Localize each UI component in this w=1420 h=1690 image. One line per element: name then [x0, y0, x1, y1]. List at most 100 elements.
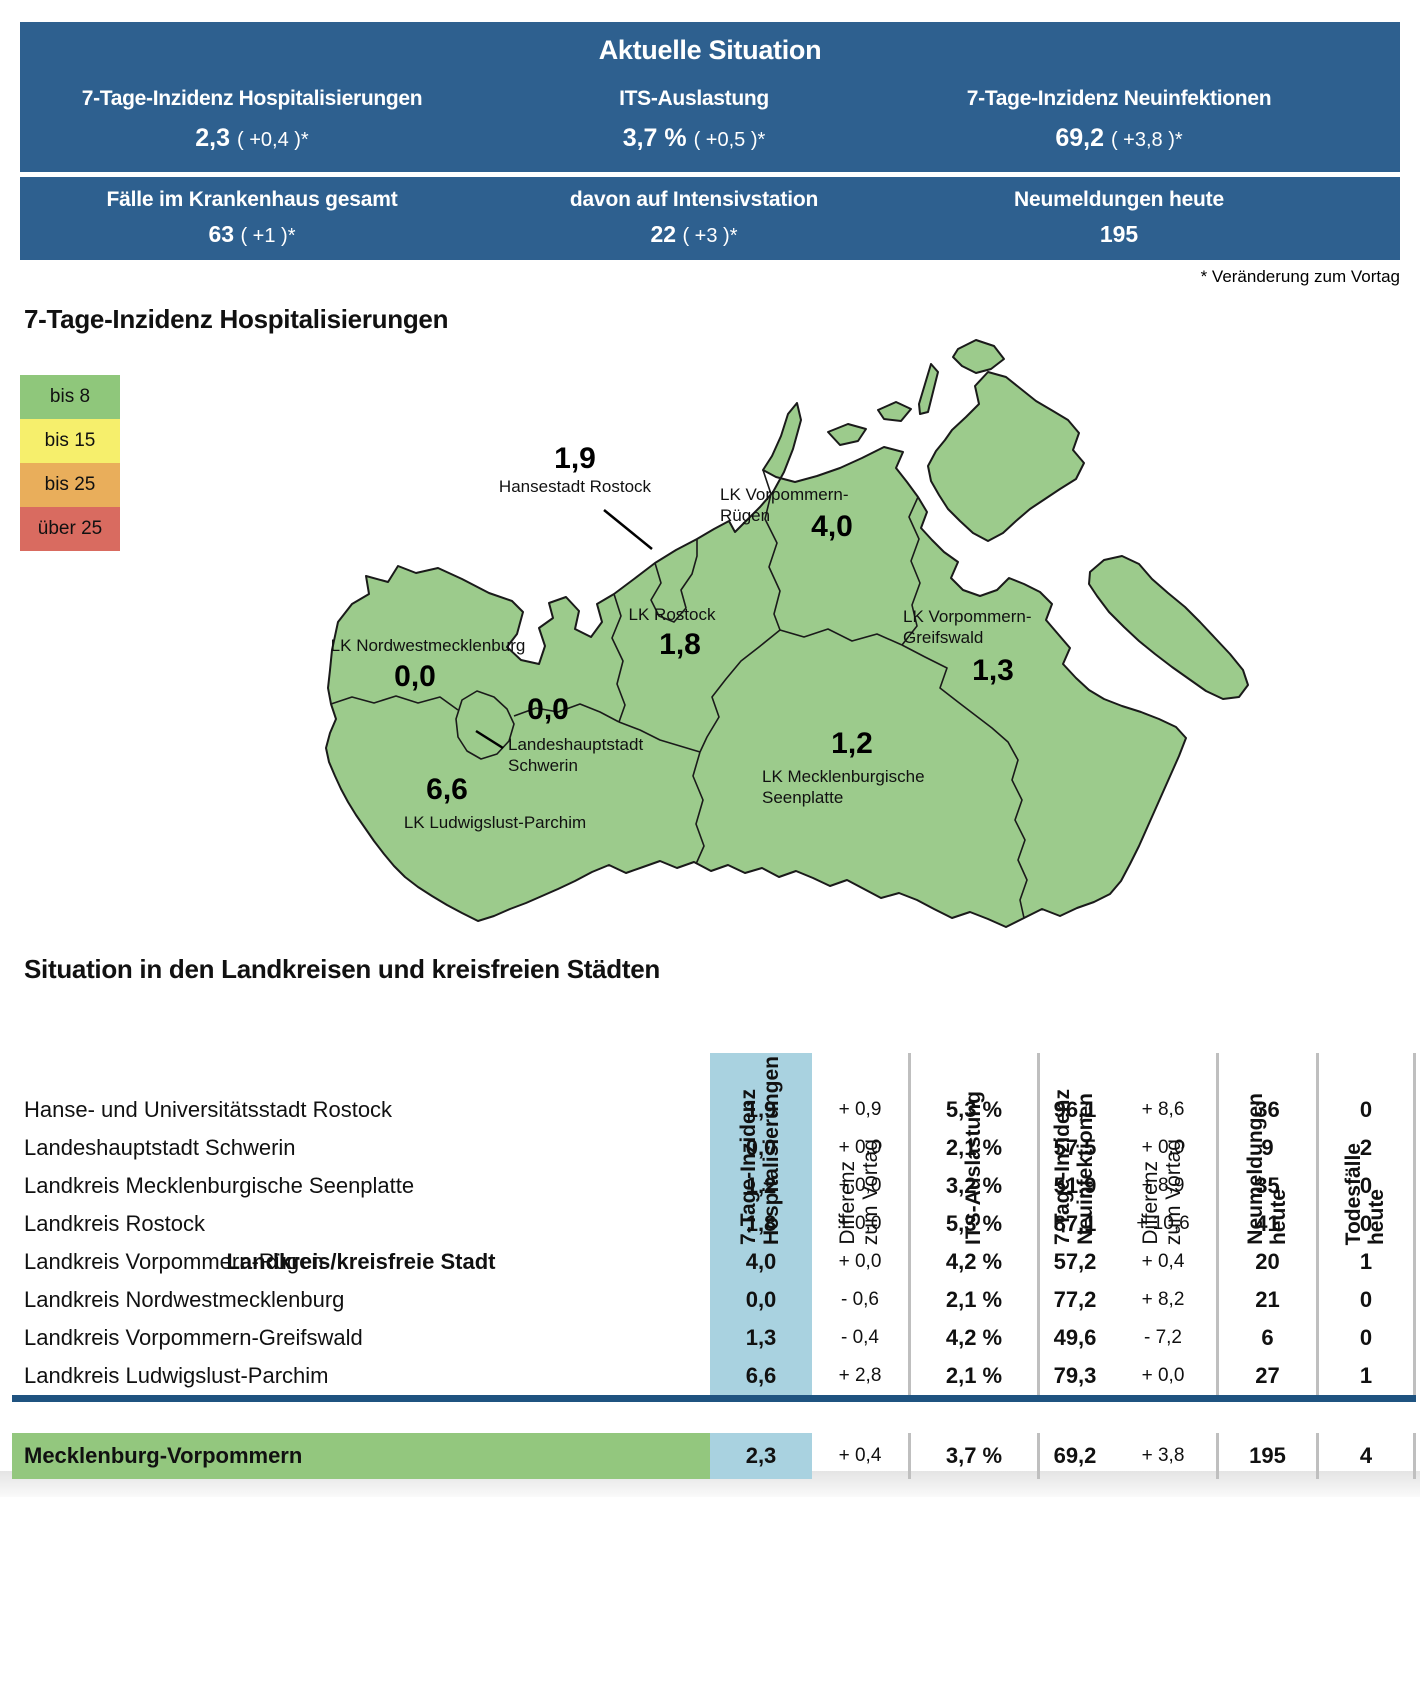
hosp-diff-value: + 0,0 — [838, 1175, 882, 1196]
new-reports-value: 27 — [1216, 1357, 1316, 1395]
map-label-vorpommern-greifswald: LK Vorpommern- Greifswald 1,3 — [903, 607, 1032, 687]
infection-diff-value: + 0,0 — [1141, 1137, 1185, 1158]
legend-item-yellow: bis 15 — [20, 419, 120, 463]
stat-value-hospital-total: 63 ( +1 )* — [208, 221, 296, 247]
district-table-section: Situation in den Landkreisen und kreisfr… — [0, 954, 1420, 1497]
infection-incidence-value: 87,1 — [1037, 1205, 1110, 1243]
infection-diff-value: + 0,4 — [1141, 1251, 1185, 1272]
stat-label-hosp-incidence: 7-Tage-Inzidenz Hospitalisierungen — [81, 87, 423, 110]
district-table: Landkreis/kreisfreie Stadt 7-Tage-Inzide… — [12, 1053, 1416, 1479]
stat-value-new-infections-incidence: 69,2 ( +3,8 )* — [1055, 124, 1183, 152]
district-border-vg-seenplatte — [901, 644, 1028, 919]
summary-row-name: Mecklenburg-Vorpommern — [12, 1433, 710, 1479]
icu-load-value: 2,1 % — [908, 1129, 1037, 1167]
infection-incidence-value: 96,1 — [1037, 1091, 1110, 1129]
hero-top-band: Aktuelle Situation 7-Tage-Inzidenz Hospi… — [20, 22, 1400, 172]
district-name: Landkreis Ludwigslust-Parchim — [24, 1363, 329, 1388]
district-border-nwm-east — [611, 593, 626, 723]
district-border-rostock-city — [650, 539, 698, 623]
map-island-usedom — [1088, 555, 1249, 700]
legend-item-orange: bis 25 — [20, 463, 120, 507]
hosp-diff-value: + 0,0 — [838, 1137, 882, 1158]
district-border-rostock-vr — [762, 469, 781, 631]
new-reports-value: 36 — [1216, 1091, 1316, 1129]
deaths-value: 0 — [1316, 1091, 1416, 1129]
stat-label-new-infections-incidence: 7-Tage-Inzidenz Neuinfektionen — [966, 87, 1272, 110]
infection-diff-value: + 8,9 — [1141, 1175, 1185, 1196]
summary-infection-diff: + 3,8 — [1141, 1445, 1185, 1466]
hosp-incidence-value: 1,3 — [710, 1319, 812, 1357]
infection-diff-value: + 10,6 — [1136, 1213, 1190, 1234]
current-situation-panel: Aktuelle Situation 7-Tage-Inzidenz Hospi… — [20, 22, 1400, 260]
svg-text:LK Vorpommern-: LK Vorpommern- — [903, 607, 1032, 626]
map-label-lk-rostock: LK Rostock 1,8 — [629, 605, 716, 661]
district-border-nwm-south-east — [513, 703, 620, 723]
svg-text:0,0: 0,0 — [394, 660, 436, 693]
map-island-hiddensee — [918, 363, 939, 415]
stat-label-icu-load: ITS-Auslastung — [619, 87, 769, 110]
stat-label-new-reports-today: Neumeldungen heute — [1014, 188, 1224, 211]
hosp-diff-value: + 0,9 — [838, 1099, 882, 1120]
svg-text:LK Nordwestmecklenburg: LK Nordwestmecklenburg — [331, 636, 526, 655]
stat-value-new-reports-today: 195 — [1099, 221, 1139, 247]
map-label-nordwestmecklenburg: LK Nordwestmecklenburg 0,0 — [331, 636, 526, 693]
new-reports-value: 41 — [1216, 1205, 1316, 1243]
icu-load-value: 5,3 % — [908, 1205, 1037, 1243]
infection-diff-value: + 8,6 — [1141, 1099, 1185, 1120]
district-name: Landkreis Nordwestmecklenburg — [24, 1287, 345, 1312]
hosp-diff-value: + 0,0 — [838, 1213, 882, 1234]
svg-text:LK Rostock: LK Rostock — [629, 605, 716, 624]
map-label-schwerin: 0,0 Landeshauptstadt Schwerin — [508, 693, 643, 775]
map-label-mecklenburgische-seenplatte: 1,2 LK Mecklenburgische Seenplatte — [762, 727, 925, 807]
infection-incidence-value: 77,2 — [1037, 1281, 1110, 1319]
map-mainland-shape — [325, 402, 1187, 928]
deaths-value: 0 — [1316, 1205, 1416, 1243]
svg-text:0,0: 0,0 — [527, 693, 569, 726]
district-border-rostock-lwp — [618, 721, 701, 753]
map-island-ruegen — [927, 371, 1085, 542]
deaths-value: 0 — [1316, 1319, 1416, 1357]
svg-text:LK Vorpommern-: LK Vorpommern- — [720, 485, 849, 504]
icu-load-value: 3,2 % — [908, 1167, 1037, 1205]
col-header-district: Landkreis/kreisfreie Stadt — [226, 1249, 496, 1274]
district-border-nwm-south-west — [330, 695, 459, 711]
hero-top-labels: 7-Tage-Inzidenz Hospitalisierungen ITS-A… — [20, 66, 1400, 111]
svg-text:LK Mecklenburgische: LK Mecklenburgische — [762, 767, 925, 786]
district-name: Landkreis Vorpommern-Greifswald — [24, 1325, 363, 1350]
stat-value-hosp-incidence: 2,3 ( +0,4 )* — [195, 124, 309, 152]
hosp-incidence-value: 0,0 — [710, 1281, 812, 1319]
new-reports-value: 21 — [1216, 1281, 1316, 1319]
hero-bottom-values: 63 ( +1 )* 22 ( +3 )* 195 — [20, 212, 1400, 248]
svg-text:1,2: 1,2 — [831, 727, 873, 760]
infection-incidence-value: 79,3 — [1037, 1357, 1110, 1395]
infection-incidence-value: 57,2 — [1037, 1243, 1110, 1281]
panel-title: Aktuelle Situation — [598, 35, 822, 65]
infection-incidence-value: 51,9 — [1037, 1167, 1110, 1205]
svg-text:Seenplatte: Seenplatte — [762, 788, 843, 807]
summary-icu-load: 3,7 % — [908, 1433, 1037, 1479]
choropleth-map: 1,9 Hansestadt Rostock LK Vorpommern- Rü… — [325, 339, 1249, 928]
legend-item-green: bis 8 — [20, 375, 120, 419]
table-section-title: Situation in den Landkreisen und kreisfr… — [24, 954, 660, 984]
summary-infection-incidence: 69,2 — [1037, 1433, 1110, 1479]
icu-load-value: 2,1 % — [908, 1357, 1037, 1395]
hosp-diff-value: + 2,8 — [838, 1365, 882, 1386]
summary-separator-line — [12, 1395, 1416, 1402]
summary-new-reports: 195 — [1216, 1433, 1316, 1479]
summary-deaths: 4 — [1316, 1433, 1416, 1479]
summary-hosp-incidence: 2,3 — [710, 1433, 812, 1479]
new-reports-value: 35 — [1216, 1167, 1316, 1205]
icu-load-value: 4,2 % — [908, 1243, 1037, 1281]
stat-label-hospital-total: Fälle im Krankenhaus gesamt — [106, 188, 398, 211]
deaths-value: 0 — [1316, 1281, 1416, 1319]
hosp-diff-value: - 0,4 — [840, 1327, 880, 1348]
infection-incidence-value: 57,5 — [1037, 1129, 1110, 1167]
district-name: Landkreis Rostock — [24, 1211, 205, 1236]
svg-text:Greifswald: Greifswald — [903, 628, 983, 647]
svg-text:1,8: 1,8 — [659, 628, 701, 661]
infection-diff-value: - 7,2 — [1143, 1327, 1183, 1348]
summary-hosp-diff: + 0,4 — [838, 1445, 882, 1466]
deaths-value: 1 — [1316, 1243, 1416, 1281]
hero-bottom-band: Fälle im Krankenhaus gesamt davon auf In… — [20, 172, 1400, 255]
hosp-diff-value: - 0,6 — [840, 1289, 880, 1310]
